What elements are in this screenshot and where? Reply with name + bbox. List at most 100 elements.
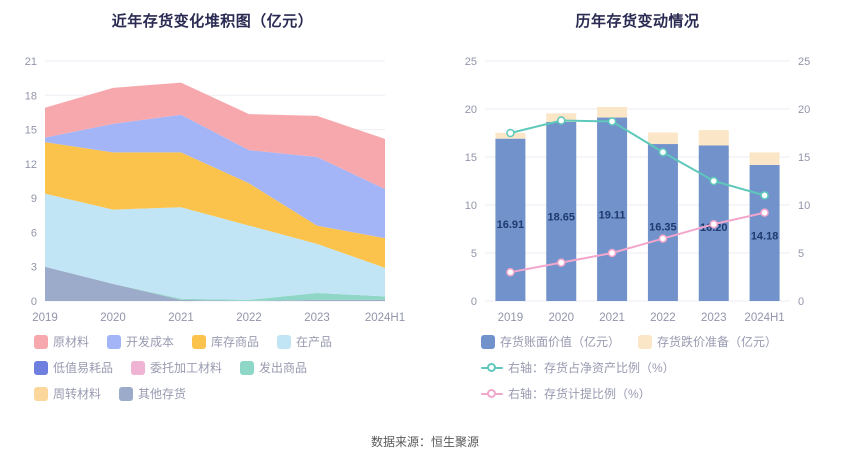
legend-item-其他存货[interactable]: 其他存货 — [119, 385, 186, 402]
legend-swatch-icon — [638, 334, 653, 349]
legend-label: 库存商品 — [211, 335, 260, 349]
legend-row: 右轴：存货计提比例（%） — [481, 385, 850, 402]
y-axis-tick-label: 0 — [31, 296, 37, 308]
area-series-其他存货 — [45, 266, 385, 301]
legend-label: 周转材料 — [53, 387, 102, 401]
line-marker — [658, 234, 668, 243]
right-axis-tick-label: 25 — [798, 56, 810, 68]
legend-item-存货账面价值（亿元）[interactable]: 存货账面价值（亿元） — [481, 333, 620, 350]
line-marker — [760, 208, 769, 217]
y-axis-tick-label: 3 — [31, 262, 37, 274]
bar-value-label: 16.35 — [649, 221, 677, 233]
line-marker — [658, 147, 668, 157]
legend-swatch-icon — [119, 386, 134, 401]
legend-swatch-icon — [34, 360, 48, 375]
legend-label: 原材料 — [53, 335, 90, 349]
x-axis-tick-label: 2020 — [548, 312, 574, 324]
y-axis-tick-label: 15 — [25, 125, 37, 137]
right-axis-tick-label: 20 — [798, 104, 810, 116]
y-axis-tick-label: 9 — [31, 193, 37, 205]
x-axis-tick-label: 2024H1 — [744, 312, 784, 324]
right-axis-tick-label: 10 — [798, 200, 810, 212]
area-series-在产品 — [45, 193, 385, 300]
right-axis-tick-label: 15 — [798, 152, 810, 164]
legend-row: 周转材料 其他存货 — [34, 385, 425, 402]
legend-item-库存商品[interactable]: 库存商品 — [192, 333, 259, 350]
y-axis-tick-label: 18 — [25, 90, 37, 102]
legend-row: 低值易耗品 委托加工材料 发出商品 — [34, 359, 425, 376]
legend-label: 发出商品 — [259, 361, 308, 375]
bar-segment-存货跌价准备（亿元） — [597, 106, 628, 118]
x-axis-tick-label: 2019 — [498, 312, 524, 324]
bar-segment-存货跌价准备（亿元） — [749, 152, 780, 165]
legend-label: 右轴：存货占净资产比例（%） — [508, 361, 675, 375]
legend-swatch-icon — [192, 334, 207, 349]
line-series — [510, 119, 765, 197]
legend-item-右轴：存货计提比例（%）[interactable]: 右轴：存货计提比例（%） — [481, 385, 651, 402]
y-axis-tick-label: 12 — [25, 159, 37, 171]
legend-swatch-icon — [131, 360, 146, 375]
legend-item-低值易耗品[interactable]: 低值易耗品 — [34, 359, 113, 376]
x-axis-tick-label: 2022 — [236, 312, 262, 324]
area-series-开发成本 — [45, 114, 385, 239]
line-marker — [709, 219, 718, 229]
legend-swatch-icon — [107, 334, 122, 349]
legend-item-右轴：存货占净资产比例（%）[interactable]: 右轴：存货占净资产比例（%） — [481, 359, 675, 376]
left-axis-tick-label: 0 — [471, 296, 477, 308]
legend-item-开发成本[interactable]: 开发成本 — [107, 333, 174, 350]
bar-value-label: 18.65 — [547, 211, 575, 223]
legend-item-发出商品[interactable]: 发出商品 — [240, 359, 307, 376]
left-axis-tick-label: 15 — [465, 152, 477, 164]
bar-segment-存货跌价准备（亿元） — [698, 130, 729, 146]
combo-chart-panel: 历年存货变动情况 0 0 5 5 10 10 15 15 20 20 25 25 16.91 18.65 1… — [425, 0, 850, 411]
bar-segment-存货账面价值（亿元） — [597, 117, 628, 301]
x-axis-tick-label: 2019 — [32, 312, 58, 324]
legend-swatch-icon — [34, 334, 48, 349]
legend-line-circle-icon — [481, 362, 503, 373]
stacked-area-panel: 近年存货变化堆积图（亿元） 0 3 6 9 12 15 18 21 2019 2020 2021 20… — [0, 0, 425, 411]
legend-label: 开发成本 — [126, 335, 175, 349]
left-axis-tick-label: 25 — [465, 56, 477, 68]
area-series-原材料 — [45, 82, 385, 189]
legend-label: 低值易耗品 — [53, 361, 114, 375]
line-marker — [760, 191, 769, 200]
left-axis-tick-label: 5 — [471, 248, 477, 260]
legend-item-存货跌价准备（亿元）[interactable]: 存货跌价准备（亿元） — [638, 333, 777, 350]
line-marker — [506, 267, 515, 277]
legend-label: 在产品 — [296, 335, 333, 349]
bar-segment-存货账面价值（亿元） — [546, 121, 577, 302]
legend-label: 委托加工材料 — [150, 361, 223, 375]
x-axis-tick-label: 2021 — [168, 312, 194, 324]
legend-swatch-icon — [34, 386, 48, 401]
left-chart-legend: 原材料 开发成本 库存商品 在产品低值易耗品 委托加工材料 发出商品周转材料 其他存货 — [0, 333, 425, 402]
legend-label: 其他存货 — [138, 387, 187, 401]
legend-swatch-icon — [481, 334, 495, 349]
legend-swatch-icon — [240, 360, 255, 375]
left-axis-tick-label: 20 — [465, 104, 477, 116]
legend-item-周转材料[interactable]: 周转材料 — [34, 385, 101, 402]
line-marker — [607, 248, 617, 258]
legend-label: 存货账面价值（亿元） — [500, 335, 621, 349]
line-marker — [557, 116, 566, 125]
charts-container: 近年存货变化堆积图（亿元） 0 3 6 9 12 15 18 21 2019 2020 2021 20… — [0, 0, 850, 411]
bar-value-label: 19.11 — [599, 209, 626, 221]
right-axis-tick-label: 5 — [798, 248, 804, 260]
right-chart-title: 历年存货变动情况 — [575, 13, 700, 30]
right-axis-tick-label: 0 — [798, 296, 804, 308]
line-marker — [607, 117, 617, 126]
bar-value-label: 14.18 — [751, 231, 779, 243]
x-axis-tick-label: 2021 — [599, 312, 625, 324]
legend-item-在产品[interactable]: 在产品 — [277, 333, 332, 350]
legend-label: 存货跌价准备（亿元） — [657, 335, 778, 349]
legend-item-委托加工材料[interactable]: 委托加工材料 — [131, 359, 222, 376]
line-marker — [506, 128, 515, 138]
line-marker — [557, 258, 566, 267]
line-series — [510, 211, 765, 274]
area-series-库存商品 — [45, 142, 385, 268]
y-axis-tick-label: 21 — [25, 56, 37, 68]
right-chart-legend: 存货账面价值（亿元） 存货跌价准备（亿元） 右轴：存货占净资产比例（%） 右轴：存货计… — [425, 333, 850, 402]
legend-item-原材料[interactable]: 原材料 — [34, 333, 89, 350]
x-axis-tick-label: 2022 — [650, 312, 676, 324]
